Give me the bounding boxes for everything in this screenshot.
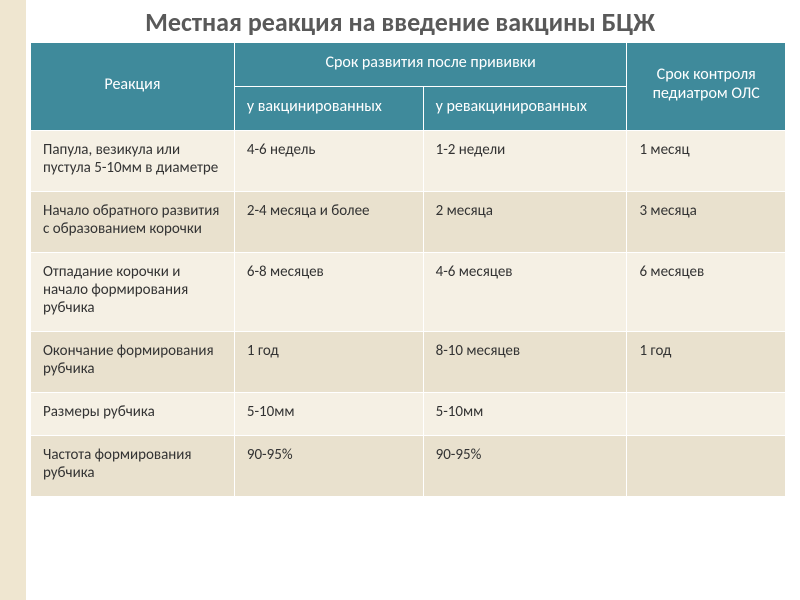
cell-reaction: Окончание формирования рубчика <box>31 331 235 392</box>
reaction-table: Реакция Срок развития после прививки Сро… <box>30 42 786 497</box>
table-body: Папула, везикула или пустула 5-10мм в ди… <box>31 130 786 496</box>
cell-control <box>627 392 786 435</box>
table-row: Отпадание корочки и начало формирования … <box>31 252 786 331</box>
table-container: Реакция Срок развития после прививки Сро… <box>0 42 800 497</box>
cell-control: 6 месяцев <box>627 252 786 331</box>
table-row: Папула, везикула или пустула 5-10мм в ди… <box>31 130 786 191</box>
cell-vac: 90-95% <box>234 435 423 496</box>
cell-reaction: Размеры рубчика <box>31 392 235 435</box>
cell-control <box>627 435 786 496</box>
cell-control: 3 месяца <box>627 191 786 252</box>
cell-vac: 1 год <box>234 331 423 392</box>
cell-vac: 5-10мм <box>234 392 423 435</box>
table-header: Реакция Срок развития после прививки Сро… <box>31 42 786 130</box>
table-row: Начало обратного развития с образованием… <box>31 191 786 252</box>
cell-reaction: Папула, везикула или пустула 5-10мм в ди… <box>31 130 235 191</box>
table-row: Частота формирования рубчика 90-95% 90-9… <box>31 435 786 496</box>
cell-reaction: Начало обратного развития с образованием… <box>31 191 235 252</box>
cell-revac: 5-10мм <box>423 392 627 435</box>
table-row: Окончание формирования рубчика 1 год 8-1… <box>31 331 786 392</box>
cell-vac: 2-4 месяца и более <box>234 191 423 252</box>
col-timeline: Срок развития после прививки <box>234 42 627 86</box>
cell-vac: 4-6 недель <box>234 130 423 191</box>
cell-reaction: Отпадание корочки и начало формирования … <box>31 252 235 331</box>
col-control: Срок контроля педиатром ОЛС <box>627 42 786 130</box>
cell-vac: 6-8 месяцев <box>234 252 423 331</box>
cell-control: 1 месяц <box>627 130 786 191</box>
col-reaction: Реакция <box>31 42 235 130</box>
table-row: Размеры рубчика 5-10мм 5-10мм <box>31 392 786 435</box>
col-timeline-vac: у вакцинированных <box>234 86 423 130</box>
left-decorative-strip <box>0 0 26 600</box>
cell-revac: 1-2 недели <box>423 130 627 191</box>
cell-revac: 90-95% <box>423 435 627 496</box>
cell-revac: 8-10 месяцев <box>423 331 627 392</box>
slide-title: Местная реакция на введение вакцины БЦЖ <box>0 0 800 42</box>
cell-revac: 4-6 месяцев <box>423 252 627 331</box>
cell-control: 1 год <box>627 331 786 392</box>
cell-reaction: Частота формирования рубчика <box>31 435 235 496</box>
cell-revac: 2 месяца <box>423 191 627 252</box>
col-timeline-revac: у ревакцинированных <box>423 86 627 130</box>
